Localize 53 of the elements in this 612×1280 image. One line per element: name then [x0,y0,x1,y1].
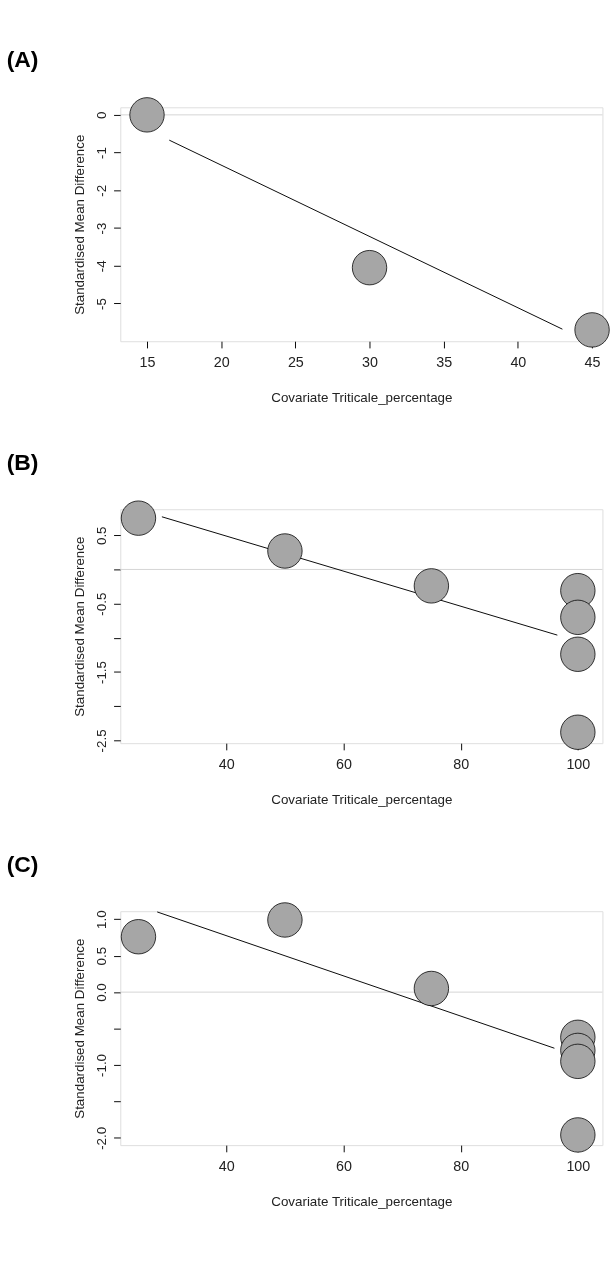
y-tick-label: -2 [93,184,109,197]
point [413,970,449,1007]
x-axis-title: Covariate Triticale_percentage [271,791,453,807]
y-tick-label: -2.0 [93,1126,109,1150]
chart-title: (B) [6,448,39,475]
x-tick-label: 15 [139,354,156,371]
point [267,533,303,569]
x-tick-label: 40 [510,354,527,371]
y-tick-label: -4 [93,259,109,273]
x-tick-label: 20 [213,354,230,371]
point [351,250,388,286]
y-axis-title: Standardised Mean Difference [72,938,88,1119]
y-tick-label: 0.0 [93,983,109,1002]
y-tick-label: -2.5 [93,729,109,753]
chart-title: (A) [6,45,39,72]
x-tick-label: 60 [336,756,352,773]
x-tick-label: 40 [218,1158,235,1175]
x-tick-label: 100 [566,756,591,773]
point [560,1043,596,1079]
x-tick-label: 80 [453,756,470,773]
y-tick-label: -0.5 [93,592,109,616]
y-tick-label: 0 [93,111,109,120]
point [560,1117,596,1153]
x-tick-label: 30 [362,354,379,371]
y-tick-label: -1.0 [93,1053,109,1077]
x-tick-label: 40 [218,756,235,773]
y-axis-title: Standardised Mean Difference [72,536,88,717]
x-tick-label: 45 [584,354,601,371]
x-tick-label: 80 [453,1158,470,1175]
point [560,599,596,635]
y-tick-label: -1 [93,147,109,160]
x-tick-label: 100 [566,1158,591,1175]
point [129,97,165,133]
y-tick-label: -1.5 [93,661,109,685]
y-tick-label: 0.5 [93,526,109,546]
point [574,312,610,348]
x-axis-title: Covariate Triticale_percentage [271,389,453,405]
point [120,500,157,536]
chart-title: (C) [6,850,39,877]
y-tick-label: -5 [93,298,109,310]
point [560,714,596,750]
y-tick-label: 1.0 [93,910,109,930]
x-axis-title: Covariate Triticale_percentage [271,1193,453,1209]
x-tick-label: 60 [336,1158,352,1175]
point [120,919,157,955]
y-tick-label: -3 [93,222,109,235]
y-axis-title: Standardised Mean Difference [72,134,88,315]
point [413,568,449,604]
x-tick-label: 35 [436,354,453,371]
point [267,902,303,938]
y-tick-label: 0.5 [93,946,109,966]
point [560,636,596,672]
x-tick-label: 25 [287,354,304,371]
